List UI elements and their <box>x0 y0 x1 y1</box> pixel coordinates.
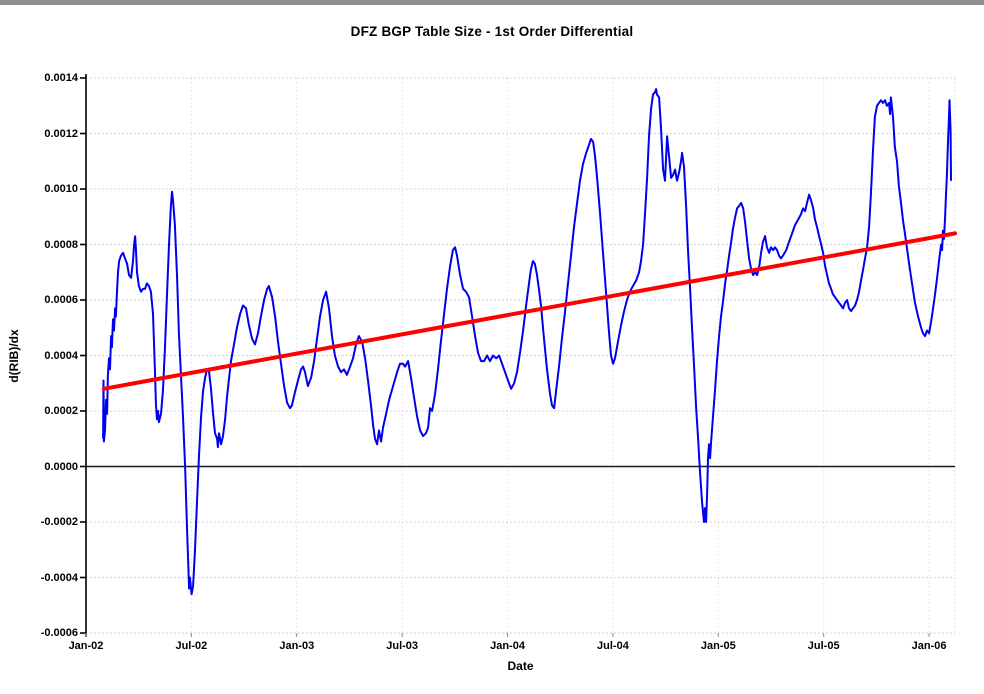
window-top-border <box>0 0 984 5</box>
x-tick-label: Jan-02 <box>68 640 104 652</box>
y-tick-label: 0.0000 <box>44 460 78 473</box>
y-tick-label: 0.0014 <box>44 72 78 84</box>
y-tick-label: 0.0012 <box>44 127 78 140</box>
y-tick-label: -0.0006 <box>40 627 78 639</box>
y-tick-label: 0.0008 <box>44 238 78 251</box>
x-axis-ticks <box>85 633 930 637</box>
x-tick-label: Jul-04 <box>597 640 629 652</box>
x-tick-label: Jan-06 <box>911 640 947 652</box>
x-tick-label: Jan-03 <box>279 640 315 652</box>
y-tick-label: -0.0002 <box>40 516 78 528</box>
x-tick-label: Jul-03 <box>386 640 419 652</box>
chart-title: DFZ BGP Table Size - 1st Order Different… <box>350 24 634 39</box>
series-line <box>102 88 952 596</box>
x-axis-title: Date <box>507 659 534 673</box>
y-tick-label: 0.0010 <box>44 183 78 195</box>
y-tick-label: 0.0004 <box>44 349 78 362</box>
vertical-gridlines <box>190 78 956 633</box>
horizontal-gridlines <box>86 77 955 634</box>
x-tick-label: Jul-05 <box>807 640 840 652</box>
x-tick-label: Jan-05 <box>700 640 736 652</box>
x-tick-label: Jul-02 <box>175 640 208 652</box>
y-tick-label: -0.0004 <box>40 571 78 584</box>
trend-line <box>101 231 957 391</box>
x-tick-label: Jan-04 <box>490 640 525 652</box>
y-tick-label: 0.0002 <box>44 405 78 417</box>
y-axis <box>80 74 87 637</box>
y-tick-label: 0.0006 <box>44 294 78 306</box>
